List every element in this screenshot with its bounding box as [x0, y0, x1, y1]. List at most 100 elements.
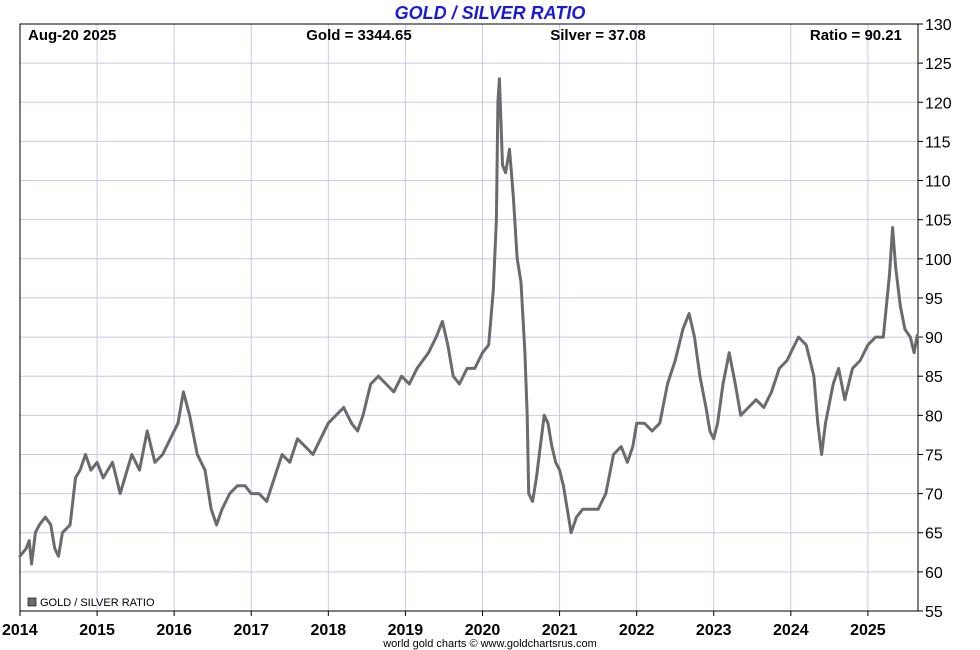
data-point — [49, 523, 52, 527]
data-point — [161, 453, 164, 456]
data-point — [546, 422, 550, 425]
header-ratio: Ratio = 90.21 — [810, 27, 902, 44]
data-point — [257, 492, 261, 495]
data-point — [508, 148, 511, 151]
data-point — [899, 304, 902, 307]
data-point — [816, 422, 819, 425]
y-tick-label: 100 — [925, 252, 952, 269]
data-point — [296, 437, 299, 440]
data-point — [334, 414, 338, 417]
data-point — [843, 398, 846, 401]
data-point — [458, 382, 461, 386]
series-line-gold-silver-ratio — [18, 77, 919, 566]
chart-title: GOLD / SILVER RATIO — [395, 3, 586, 23]
data-point — [138, 468, 141, 472]
data-point — [734, 382, 737, 386]
data-point — [526, 414, 529, 417]
data-point — [589, 508, 592, 511]
data-point — [146, 429, 149, 433]
data-point — [866, 343, 870, 347]
data-point — [236, 484, 239, 487]
y-tick-label: 105 — [925, 213, 952, 230]
data-point — [304, 445, 307, 448]
data-point — [620, 445, 623, 448]
y-tick-label: 55 — [925, 604, 943, 621]
data-point — [626, 461, 629, 464]
data-point — [465, 367, 469, 370]
y-tick-label: 80 — [925, 408, 943, 425]
data-point — [501, 163, 504, 167]
data-point — [728, 351, 731, 354]
y-axis: 55 60 65 70 75 80 85 90 95 100 105 110 115 120 125 130 — [918, 17, 952, 621]
y-tick-label: 130 — [925, 17, 952, 34]
data-point — [666, 382, 669, 386]
x-axis: 2014 2015 2016 2017 2018 2019 2020 2021 2022 2023… — [2, 611, 886, 639]
data-point — [566, 508, 569, 511]
data-point — [721, 382, 725, 386]
data-point — [612, 453, 615, 456]
data-point — [604, 492, 607, 495]
x-tick-label: 2018 — [311, 622, 347, 639]
data-point — [874, 335, 877, 339]
y-tick-label: 85 — [925, 369, 943, 386]
y-tick-label: 75 — [925, 447, 943, 464]
y-tick-label: 90 — [925, 330, 943, 347]
data-point — [581, 508, 584, 511]
data-point — [182, 390, 185, 394]
data-point — [704, 406, 708, 409]
data-point — [891, 226, 894, 229]
series-layer — [18, 77, 919, 566]
data-point — [68, 523, 72, 527]
data-point — [832, 382, 835, 386]
legend-swatch — [27, 597, 37, 607]
data-point — [153, 461, 157, 464]
data-point — [350, 422, 353, 425]
data-point — [61, 531, 64, 534]
data-point — [446, 343, 449, 347]
data-point — [78, 468, 82, 472]
data-point — [265, 500, 268, 503]
legend-label: GOLD / SILVER RATIO — [40, 597, 155, 609]
data-point — [496, 101, 500, 104]
data-point — [519, 281, 523, 284]
data-point — [894, 265, 897, 268]
data-point — [220, 508, 224, 511]
data-point — [903, 328, 907, 331]
data-point — [481, 351, 484, 354]
data-point — [250, 492, 253, 495]
data-point — [408, 382, 411, 386]
data-point — [427, 351, 430, 354]
data-point — [18, 555, 22, 558]
data-point — [531, 500, 534, 503]
data-point — [280, 453, 284, 456]
data-point — [785, 359, 789, 362]
x-tick-label: 2016 — [156, 622, 192, 639]
data-point — [273, 476, 276, 480]
data-point — [712, 437, 715, 440]
x-tick-label: 2019 — [388, 622, 424, 639]
data-point — [523, 351, 527, 354]
data-point — [169, 437, 172, 440]
data-point — [716, 422, 719, 425]
data-point — [820, 453, 823, 456]
data-point — [539, 445, 542, 448]
data-point — [38, 523, 41, 527]
data-point — [643, 422, 646, 425]
x-tick-label: 2022 — [619, 622, 655, 639]
data-point — [569, 531, 573, 534]
header-date: Aug-20 2025 — [28, 27, 116, 44]
data-point — [53, 547, 56, 550]
data-point — [228, 492, 231, 495]
data-point — [369, 382, 372, 386]
data-point — [558, 468, 561, 472]
data-point — [650, 429, 654, 433]
data-point — [319, 437, 322, 440]
data-point — [596, 508, 600, 511]
data-point — [84, 453, 87, 456]
header-silver: Silver = 37.08 — [550, 27, 646, 44]
y-tick-label: 70 — [925, 487, 943, 504]
data-point — [789, 351, 792, 354]
data-point — [243, 484, 247, 487]
x-tick-label: 2025 — [850, 622, 886, 639]
